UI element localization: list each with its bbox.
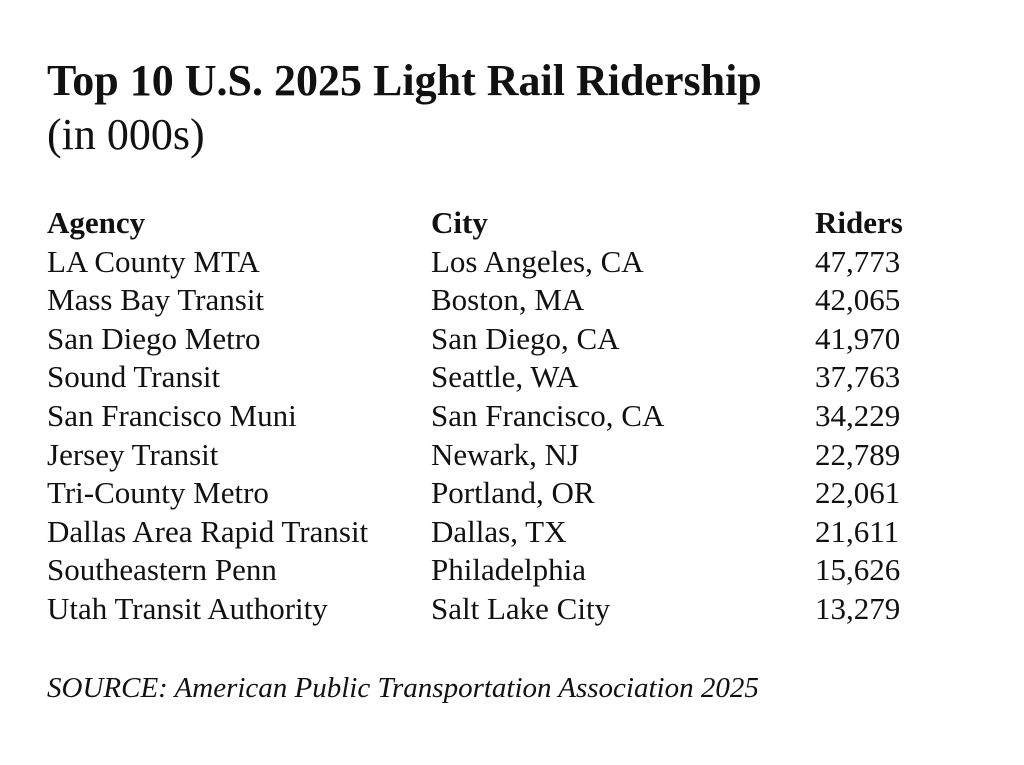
header-agency: Agency — [47, 205, 146, 240]
cell-riders: 21,611 — [815, 513, 900, 549]
cell-agency: Dallas Area Rapid Transit — [47, 513, 369, 549]
cell-agency: Jersey Transit — [47, 436, 219, 472]
table-row: Southeastern Penn Philadelphia 15,626 — [47, 551, 947, 590]
cell-riders: 41,970 — [815, 320, 901, 356]
cell-riders: 13,279 — [815, 590, 901, 626]
table-row: Mass Bay Transit Boston, MA 42,065 — [47, 281, 947, 320]
page-title: Top 10 U.S. 2025 Light Rail Ridership — [47, 56, 762, 105]
cell-city: San Francisco, CA — [431, 397, 665, 433]
table-row: LA County MTA Los Angeles, CA 47,773 — [47, 243, 947, 282]
cell-agency: Tri-County Metro — [47, 475, 269, 511]
table-header-row: Agency City Riders — [47, 204, 947, 243]
table-row: Tri-County Metro Portland, OR 22,061 — [47, 474, 947, 513]
cell-agency: Utah Transit Authority — [47, 590, 328, 626]
cell-city: Dallas, TX — [431, 513, 567, 549]
cell-city: Newark, NJ — [431, 436, 580, 472]
cell-city: Seattle, WA — [431, 359, 579, 395]
ridership-table: Agency City Riders LA County MTA Los Ang… — [47, 204, 947, 629]
cell-city: Philadelphia — [431, 552, 586, 588]
cell-agency: Southeastern Penn — [47, 552, 277, 588]
cell-city: Salt Lake City — [431, 590, 611, 626]
cell-agency: San Diego Metro — [47, 320, 261, 356]
header-riders: Riders — [815, 205, 903, 240]
cell-agency: LA County MTA — [47, 243, 260, 279]
source-note: SOURCE: American Public Transportation A… — [47, 672, 759, 704]
table-row: Sound Transit Seattle, WA 37,763 — [47, 358, 947, 397]
cell-riders: 37,763 — [815, 359, 901, 395]
cell-city: Los Angeles, CA — [431, 243, 644, 279]
page-subtitle: (in 000s) — [47, 110, 205, 159]
cell-city: San Diego, CA — [431, 320, 620, 356]
cell-agency: Mass Bay Transit — [47, 282, 265, 318]
table-row: Jersey Transit Newark, NJ 22,789 — [47, 436, 947, 475]
cell-riders: 22,061 — [815, 475, 901, 511]
table-row: San Francisco Muni San Francisco, CA 34,… — [47, 397, 947, 436]
cell-riders: 15,626 — [815, 552, 901, 588]
cell-city: Boston, MA — [431, 282, 585, 318]
table-row: Dallas Area Rapid Transit Dallas, TX 21,… — [47, 513, 947, 552]
header-city: City — [431, 205, 488, 240]
cell-riders: 42,065 — [815, 282, 901, 318]
cell-riders: 34,229 — [815, 397, 901, 433]
table-row: Utah Transit Authority Salt Lake City 13… — [47, 590, 947, 629]
cell-riders: 47,773 — [815, 243, 901, 279]
table-row: San Diego Metro San Diego, CA 41,970 — [47, 320, 947, 359]
cell-agency: Sound Transit — [47, 359, 221, 395]
cell-riders: 22,789 — [815, 436, 901, 472]
cell-city: Portland, OR — [431, 475, 595, 511]
cell-agency: San Francisco Muni — [47, 397, 297, 433]
